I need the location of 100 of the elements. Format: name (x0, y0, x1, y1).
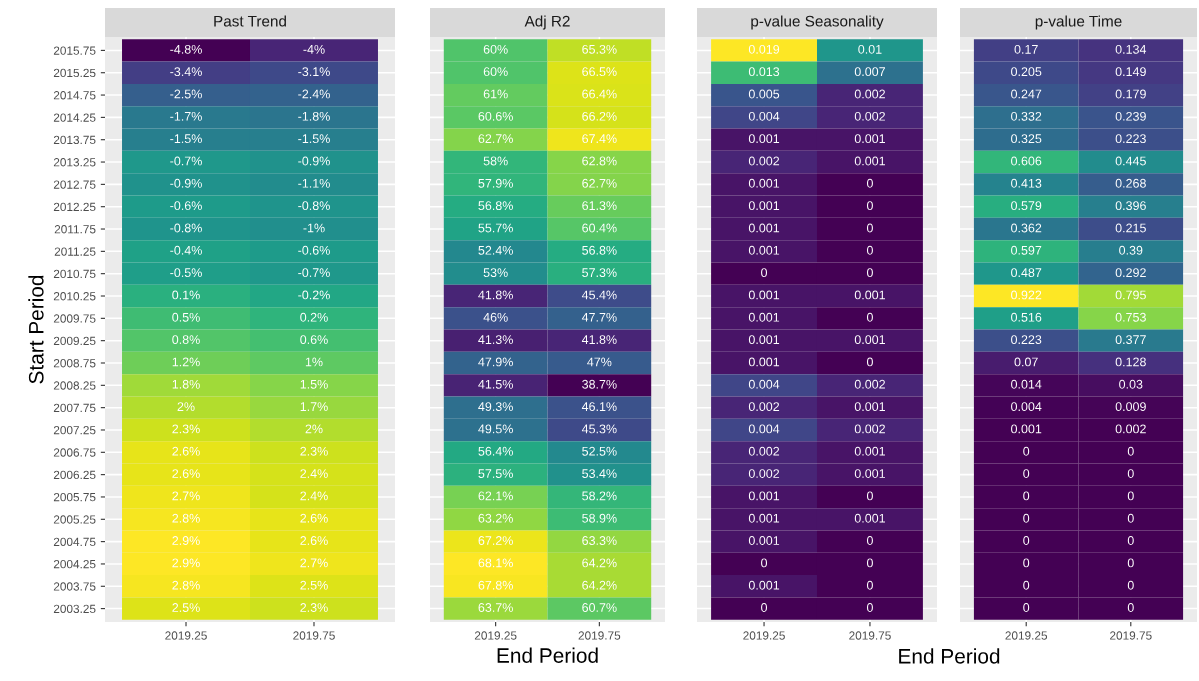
data-label: 0.002 (748, 156, 780, 166)
data-label: 0.001 (748, 357, 780, 367)
data-label: 60.7% (582, 603, 617, 612)
data-label: 2.3% (300, 446, 328, 456)
data-label: 0.362 (1011, 223, 1042, 233)
data-label: 0.001 (748, 580, 780, 590)
data-label: 0 (1023, 446, 1030, 456)
data-label: 67.2% (478, 536, 513, 545)
data-label: 1.8% (172, 379, 200, 389)
data-label: 0 (866, 536, 873, 545)
data-label: -0.7% (298, 268, 330, 278)
data-label: -3.4% (170, 67, 202, 77)
data-label: 0 (1127, 603, 1134, 612)
data-label: 0.179 (1115, 89, 1146, 99)
data-label: 0.004 (748, 424, 780, 434)
data-label: 0.001 (748, 290, 780, 300)
y-tick-label: 2015.75 (53, 46, 96, 55)
data-label: 2.3% (300, 603, 328, 612)
data-label: 49.3% (478, 402, 513, 411)
data-label: 56.8% (582, 245, 617, 255)
data-label: 1.2% (172, 357, 200, 367)
data-label: 0 (1023, 491, 1030, 501)
data-label: 0.001 (854, 156, 885, 166)
data-label: 0.001 (748, 513, 780, 523)
data-label: 63.2% (478, 513, 513, 523)
data-label: 2.6% (172, 469, 200, 478)
data-label: 0.004 (748, 379, 780, 389)
y-axis-title: Start Period (28, 275, 44, 384)
data-label: 0 (1023, 603, 1030, 612)
y-tick-label: 2015.25 (53, 68, 96, 78)
y-tick-label: 2012.25 (53, 202, 96, 212)
x-tick-label: 2019.25 (743, 631, 785, 640)
data-label: 0.223 (1011, 335, 1042, 345)
data-label: 0.002 (854, 424, 885, 434)
data-label: 0.001 (748, 223, 780, 233)
x-tick-label: 2019.25 (165, 631, 207, 640)
x-tick-label: 2019.75 (293, 631, 335, 640)
data-label: 58.9% (582, 513, 617, 523)
data-label: 57.3% (582, 268, 617, 278)
data-label: 0 (1023, 580, 1030, 590)
data-label: 64.2% (582, 558, 617, 568)
y-tick-label: 2006.25 (53, 470, 96, 480)
data-label: 0.009 (1115, 402, 1146, 411)
y-tick-label: 2008.25 (53, 381, 96, 390)
data-label: 1.5% (300, 379, 328, 389)
data-label: 0 (1127, 491, 1134, 501)
data-label: 2.6% (300, 536, 328, 545)
data-label: 62.8% (582, 156, 617, 166)
data-label: 62.7% (582, 178, 617, 188)
data-label: 0 (866, 223, 873, 233)
data-label: 0.223 (1115, 134, 1146, 144)
data-label: 0.413 (1011, 178, 1042, 188)
y-tick-label: 2010.25 (53, 292, 96, 301)
y-tick-label: 2013.25 (53, 158, 96, 167)
data-label: 45.3% (581, 424, 617, 434)
data-label: 47.9% (478, 357, 513, 367)
data-label: 0.39 (1119, 245, 1143, 255)
data-label: 0.325 (1011, 134, 1042, 144)
data-label: 57.5% (478, 469, 513, 478)
data-label: 0.001 (748, 335, 780, 345)
data-label: 0.002 (854, 89, 885, 99)
data-label: 46% (483, 312, 508, 322)
data-label: 0 (866, 603, 873, 612)
data-label: 0.128 (1115, 357, 1146, 367)
data-label: 0.001 (748, 536, 780, 545)
data-label: 0.247 (1011, 89, 1042, 99)
data-label: 0 (1127, 558, 1134, 568)
data-label: 67.8% (478, 580, 513, 590)
data-label: 52.4% (478, 245, 513, 255)
data-label: 0.014 (1011, 379, 1042, 389)
chart-title: p-value Time (1035, 15, 1122, 30)
data-label: 0.001 (748, 134, 780, 144)
data-label: 0.445 (1115, 156, 1146, 166)
data-label: 0.922 (1011, 290, 1042, 300)
data-label: 0.07 (1014, 357, 1038, 367)
data-label: 0.579 (1011, 201, 1042, 211)
data-label: 0 (866, 312, 873, 322)
data-label: 0.332 (1011, 111, 1042, 121)
data-label: 55.7% (478, 223, 513, 233)
data-label: 0.001 (854, 402, 885, 411)
data-label: 2.9% (172, 536, 200, 545)
y-tick-label: 2011.25 (54, 247, 96, 256)
data-label: 38.7% (582, 379, 617, 389)
y-tick-label: 2012.75 (53, 180, 96, 189)
data-label: 0.001 (748, 201, 780, 211)
data-label: 2.8% (172, 513, 200, 523)
y-tick-label: 2004.25 (53, 559, 96, 569)
data-label: 0 (1023, 513, 1030, 523)
data-label: 0.17 (1014, 44, 1038, 54)
data-label: 0 (866, 580, 873, 590)
data-label: 0 (866, 245, 873, 255)
data-label: 0.001 (748, 491, 780, 501)
x-tick-label: 2019.75 (578, 631, 621, 640)
data-label: 0.002 (854, 111, 885, 121)
data-label: 0 (866, 201, 873, 211)
data-label: -0.2% (298, 290, 330, 300)
data-label: 0.487 (1011, 268, 1042, 278)
data-label: 0.004 (748, 111, 780, 121)
data-label: 0.001 (854, 513, 885, 523)
data-label: 0.149 (1115, 67, 1146, 77)
